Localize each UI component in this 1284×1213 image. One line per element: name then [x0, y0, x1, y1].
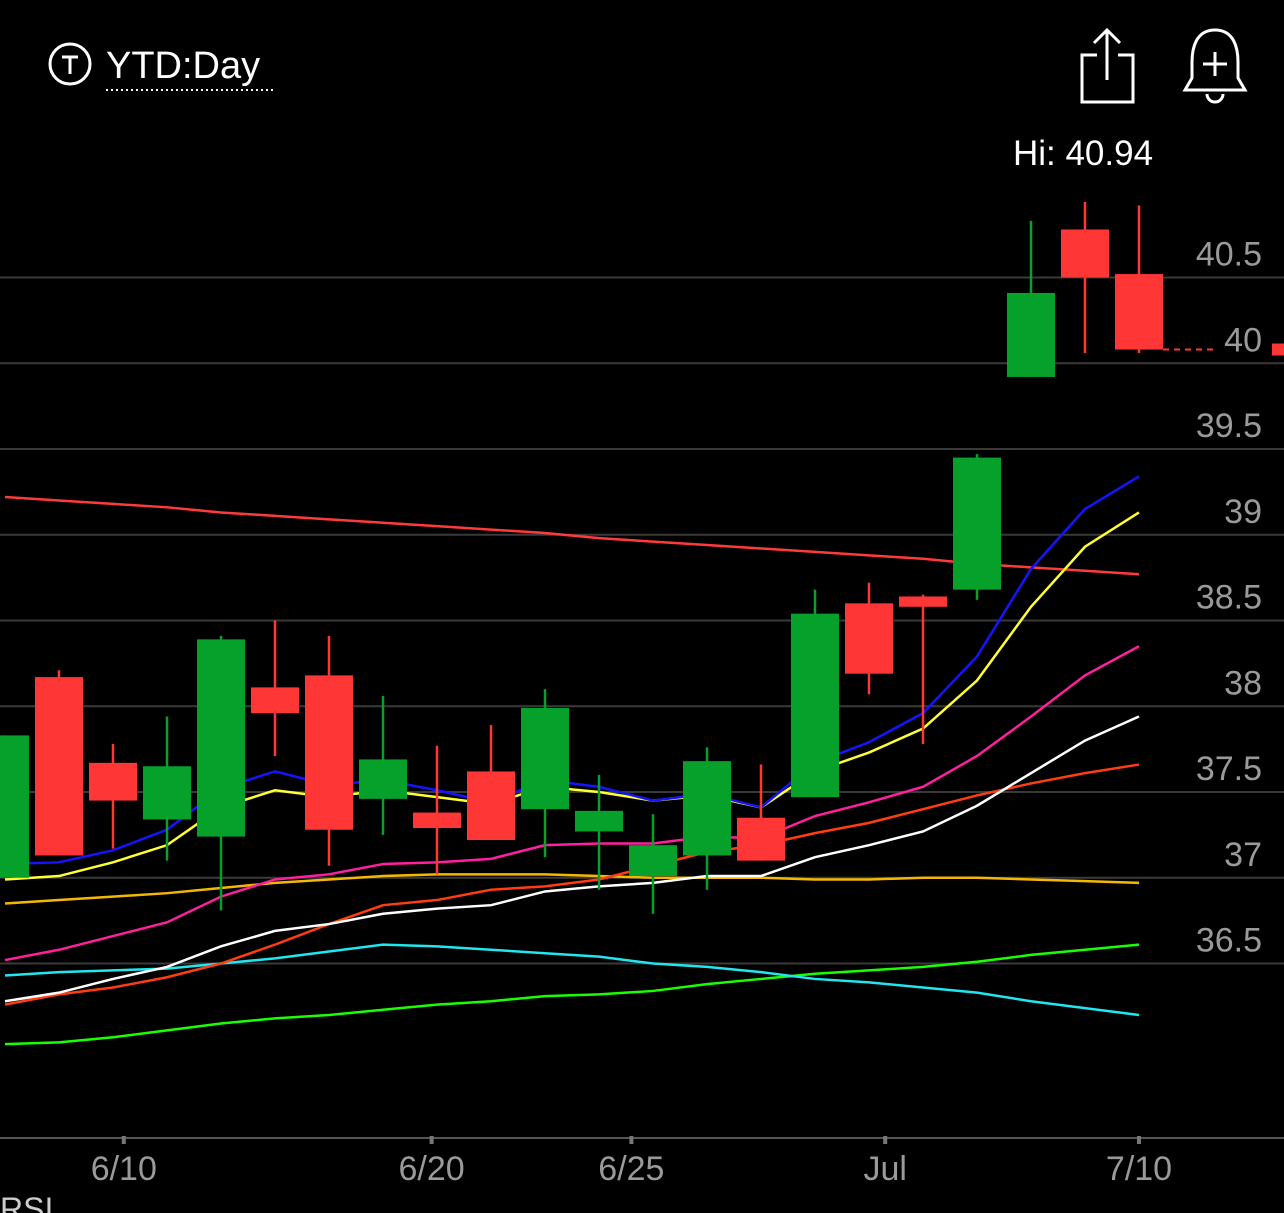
indicator-line	[4, 475, 1140, 866]
candle-body	[89, 762, 137, 801]
share-button[interactable]	[1080, 27, 1135, 104]
x-tick-label: 6/10	[91, 1150, 157, 1188]
axes: 36.5 37 37.5 38 38.5 39 39.5 40 40.5 6/10 6/20 6/25…	[0, 236, 1284, 1188]
candle-body	[629, 845, 677, 877]
indicator-line	[4, 495, 1140, 576]
y-tick-label: 39.5	[1196, 407, 1262, 445]
y-tick-label: 37	[1224, 836, 1262, 874]
x-tick-label: 6/25	[598, 1150, 664, 1188]
alert-button[interactable]	[1182, 28, 1248, 104]
y-tick-label: 36.5	[1196, 922, 1262, 960]
candle-body	[35, 677, 83, 856]
y-tick-label: 38.5	[1196, 579, 1262, 617]
candle-body	[899, 596, 947, 607]
y-tick-label: 39	[1224, 493, 1262, 531]
candle-body	[791, 613, 839, 798]
indicator-line	[4, 715, 1140, 1003]
timeframe-label: YTD:Day	[106, 45, 260, 87]
y-tick-label: 37.5	[1196, 750, 1262, 788]
bell-icon	[1182, 28, 1248, 92]
indicator-lines	[4, 475, 1140, 1046]
candle-body	[1061, 229, 1109, 278]
share-arrow	[1092, 27, 1122, 80]
candle-body	[1007, 292, 1055, 377]
candles	[0, 202, 1284, 914]
candle-body	[413, 812, 461, 829]
last-price-marker	[1272, 343, 1284, 356]
share-icon	[1080, 53, 1135, 104]
candle-body	[467, 771, 515, 841]
timeframe-icon-glyph	[62, 55, 78, 74]
indicator-line	[4, 645, 1140, 962]
bell-clapper	[1205, 93, 1225, 104]
candle-body	[521, 707, 569, 810]
indicator-label: RSI	[0, 1191, 53, 1213]
indicator-line	[4, 763, 1140, 1006]
candle-body	[0, 735, 29, 878]
bell-plus	[1203, 52, 1227, 76]
candle-body	[251, 687, 299, 714]
candle-body	[305, 675, 353, 830]
indicator-line	[4, 943, 1140, 1046]
candle-body	[1115, 274, 1163, 350]
candle-body	[683, 761, 731, 856]
candle-body	[197, 639, 245, 837]
candle-body	[575, 810, 623, 832]
indicator-line	[4, 511, 1140, 881]
timeframe-selector[interactable]: YTD:Day	[48, 42, 275, 91]
x-tick-label: 6/20	[399, 1150, 465, 1188]
candle-body	[845, 603, 893, 674]
indicator-line	[4, 943, 1140, 1017]
candle-body	[737, 817, 785, 861]
x-tick-label: Jul	[863, 1150, 906, 1188]
timeframe-icon	[48, 42, 92, 86]
x-tick-label: 7/10	[1106, 1150, 1172, 1188]
candle-body	[359, 759, 407, 799]
y-tick-label: 40.5	[1196, 236, 1262, 274]
candle-body	[143, 766, 191, 820]
y-tick-label: 38	[1224, 664, 1262, 702]
high-annotation: Hi: 40.94	[1013, 134, 1153, 173]
y-tick-label: 40	[1224, 321, 1262, 359]
candle-body	[953, 457, 1001, 590]
indicator-line	[4, 873, 1140, 905]
